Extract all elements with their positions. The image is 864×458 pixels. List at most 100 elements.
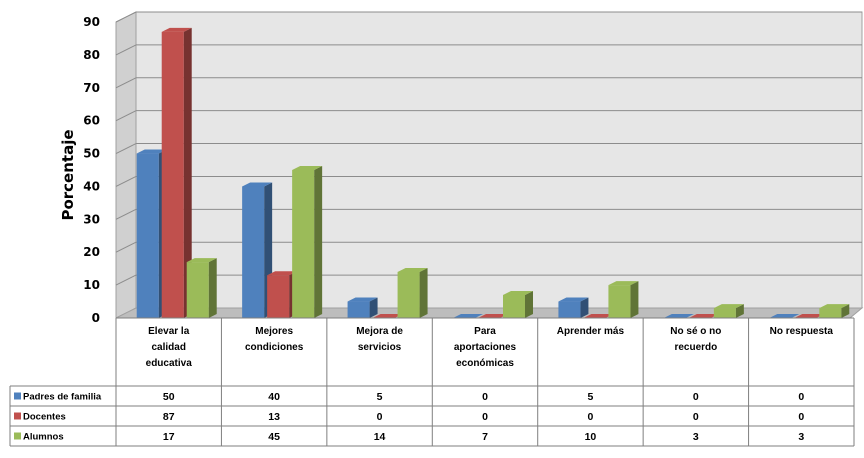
gridline-side: [115, 175, 137, 187]
bar-side: [580, 297, 589, 318]
bar-top: [347, 297, 378, 302]
category-label: Aprender más: [557, 326, 625, 337]
legend-key: [14, 392, 21, 400]
category-label: aportaciones: [454, 342, 517, 353]
bar-top: [242, 182, 273, 187]
y-tick-label: 80: [83, 48, 100, 62]
data-label: 5: [377, 391, 383, 403]
bar-docentes: [161, 27, 192, 318]
bar-front: [397, 271, 420, 318]
gridline-side: [115, 274, 137, 286]
data-label: 3: [693, 431, 699, 443]
bar-padres-de-familia: [558, 297, 589, 318]
category-label: económicas: [456, 358, 514, 369]
bar-padres-de-familia: [453, 314, 483, 318]
category-label: Para: [474, 326, 496, 337]
bar-docentes: [794, 314, 825, 318]
bar-side: [183, 27, 192, 318]
bar-top: [453, 314, 483, 318]
bar-alumnos: [713, 304, 744, 318]
data-label: 0: [693, 411, 699, 423]
bar-top: [688, 314, 719, 318]
bar-padres-de-familia: [242, 182, 273, 318]
bar-side: [630, 281, 639, 318]
bar-alumnos: [292, 166, 323, 318]
y-tick-label: 0: [92, 311, 100, 325]
y-tick-label: 20: [83, 245, 100, 259]
bar-docentes: [372, 314, 403, 318]
category-label: recuerdo: [674, 342, 717, 353]
gridline-side: [115, 110, 137, 122]
y-axis-label: Porcentaje: [59, 129, 77, 220]
bar-front: [608, 285, 631, 318]
bar-front: [186, 262, 209, 318]
bar-alumnos: [186, 258, 217, 318]
bar-front: [292, 170, 315, 318]
data-label: 0: [482, 411, 488, 423]
gridline-side: [115, 208, 137, 220]
legend-key: [14, 432, 21, 440]
gridline-side: [115, 11, 137, 23]
bar-side: [369, 297, 378, 318]
gridline-side: [115, 143, 137, 155]
data-label: 7: [482, 431, 488, 443]
category-label: Mejora de: [356, 326, 403, 337]
series-name: Padres de familia: [23, 392, 102, 403]
bar-top: [372, 314, 403, 318]
bar-alumnos: [503, 290, 533, 318]
bar-top: [397, 267, 428, 272]
bar-top: [558, 297, 589, 302]
bar-alumnos: [397, 267, 428, 318]
bar-front: [242, 186, 265, 318]
data-label: 0: [377, 411, 383, 423]
bar-top: [161, 27, 192, 32]
bar-docentes: [478, 314, 508, 318]
y-tick-label: 30: [83, 212, 100, 226]
data-label: 14: [374, 431, 386, 443]
bar-front: [161, 31, 184, 318]
bar-front: [136, 153, 159, 318]
category-label: No respuesta: [770, 326, 834, 337]
side-wall: [115, 11, 137, 319]
y-tick-label: 50: [83, 147, 100, 161]
bar-side: [735, 304, 744, 318]
category-label: condiciones: [245, 342, 304, 353]
chart-walls: [115, 11, 864, 319]
gridline-side: [115, 44, 137, 56]
data-label: 0: [482, 391, 488, 403]
bar-top: [267, 271, 298, 276]
data-label: 10: [585, 431, 597, 443]
bar-padres-de-familia: [663, 314, 694, 318]
bar-top: [819, 304, 850, 309]
category-label: Mejores: [255, 326, 293, 337]
y-tick-label: 90: [83, 15, 100, 29]
y-tick-label: 60: [83, 114, 100, 128]
bar-top: [608, 281, 639, 286]
bars: [136, 27, 850, 318]
bar-top: [713, 304, 744, 309]
bar-top: [663, 314, 694, 318]
data-label: 87: [163, 411, 175, 423]
bar-top: [292, 166, 323, 170]
data-label: 0: [798, 411, 804, 423]
bar-side: [841, 304, 850, 318]
bar-front: [713, 308, 736, 318]
bar-padres-de-familia: [347, 297, 378, 318]
bar-top: [794, 314, 825, 318]
bar-alumnos: [819, 304, 850, 318]
bar-top: [583, 314, 614, 318]
legend-key: [14, 412, 21, 420]
bar-top: [769, 314, 800, 318]
bar-front: [819, 308, 842, 318]
y-tick-label: 10: [83, 278, 100, 292]
bar-side: [208, 258, 217, 318]
series-name: Docentes: [23, 412, 66, 423]
series-name: Alumnos: [23, 432, 64, 443]
bar-front: [347, 301, 370, 318]
bar-front: [558, 301, 581, 318]
data-label: 50: [163, 391, 175, 403]
bar-front: [267, 275, 290, 318]
data-label: 5: [588, 391, 594, 403]
gridline-side: [115, 241, 137, 253]
